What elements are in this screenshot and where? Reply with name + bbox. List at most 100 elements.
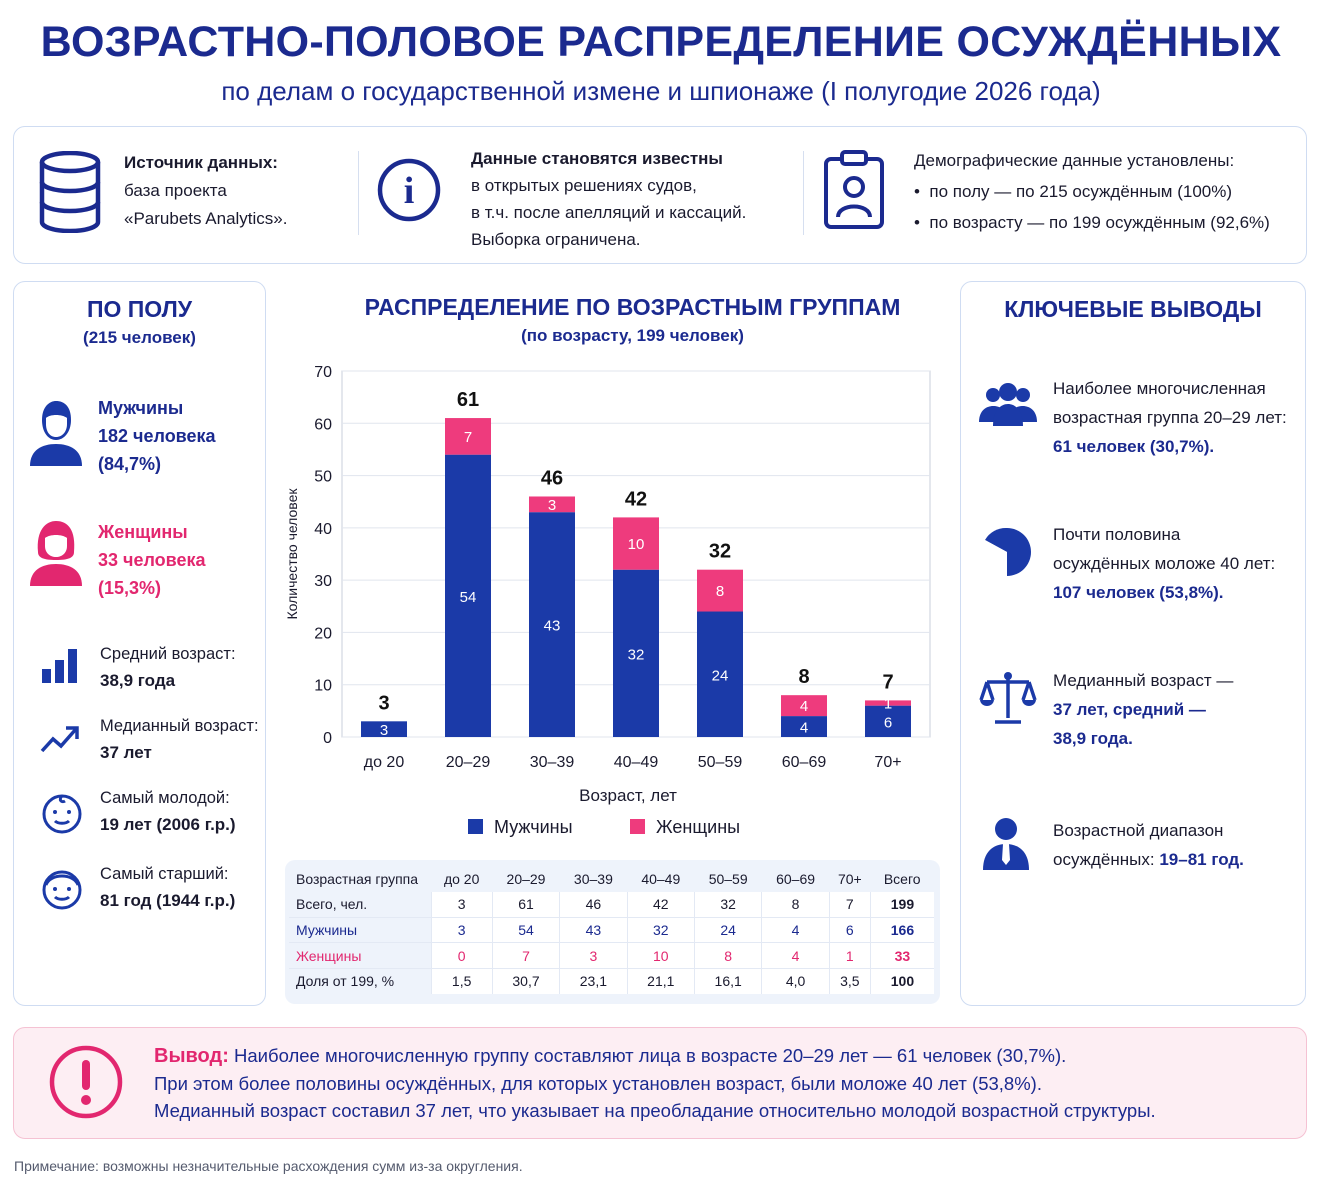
- data-table-wrap: Возрастная группа до 20 20–29 30–39 40–49 50–…: [285, 860, 940, 1004]
- bar-men: [445, 454, 491, 737]
- info-panel: Источник данных: база проекта «Parubets …: [13, 126, 1307, 264]
- female-avatar-icon: [30, 521, 82, 586]
- median-age-label: Медианный возраст:: [100, 717, 259, 735]
- table-cell: 61: [491, 891, 560, 918]
- men-label: Мужчины: [98, 398, 184, 418]
- bar-women: [529, 496, 575, 513]
- bar-men-label: 3: [380, 722, 388, 739]
- conclusion-box: Вывод: Наиболее многочисленную группу со…: [13, 1027, 1307, 1139]
- key-findings-title: КЛЮЧЕВЫЕ ВЫВОДЫ: [1004, 296, 1262, 322]
- table-cell: 199: [869, 891, 934, 918]
- bar-total-label: 7: [882, 671, 893, 693]
- median-age-value: 37 лет: [100, 743, 152, 762]
- svg-text:i: i: [404, 170, 415, 212]
- y-axis-label: Количество человек: [284, 488, 300, 620]
- bar-total-label: 32: [709, 541, 731, 563]
- table-cell: 8: [761, 891, 830, 918]
- bar-women-label: 3: [548, 497, 556, 514]
- oldest-value: 81 год (1944 г.р.): [100, 891, 236, 910]
- bar-men-label: 54: [460, 589, 477, 606]
- y-tick-label: 10: [314, 678, 332, 695]
- legend-label-women: Женщины: [656, 817, 740, 837]
- x-tick-label: 50–59: [698, 754, 743, 771]
- table-cell: 7: [491, 942, 560, 969]
- sex-panel: ПО ПОЛУ (215 человек) Мужчины 182 челове…: [13, 281, 266, 1006]
- finding-4-line-1: Возрастной диапазон: [1053, 821, 1224, 840]
- source-line-2: «Parubets Analytics».: [124, 209, 288, 228]
- table-cell: 1: [828, 942, 871, 969]
- bar-men: [781, 716, 827, 737]
- key-findings-panel: КЛЮЧЕВЫЕ ВЫВОДЫ Наиболее многочисленная …: [960, 281, 1306, 1006]
- bar-men-label: 24: [712, 667, 729, 684]
- bar-total-label: 42: [625, 488, 647, 510]
- men-count: 182 человека: [98, 426, 216, 446]
- group-people-icon: [979, 383, 1037, 426]
- table-cell: 4: [761, 917, 830, 944]
- avg-age-value: 38,9 года: [100, 671, 176, 690]
- finding-1-line-2: возрастная группа 20–29 лет:: [1053, 408, 1287, 427]
- table-cell: 4: [761, 942, 830, 969]
- table-cell: 30–39: [573, 870, 613, 887]
- table-cell: 40–49: [641, 870, 681, 887]
- table-cell: 8: [693, 942, 762, 969]
- bar-men: [529, 512, 575, 737]
- table-cell: 20–29: [506, 870, 546, 887]
- finding-3-highlight-2: 38,9 года.: [1053, 729, 1133, 748]
- info-icon: i: [377, 158, 441, 222]
- table-cell: 100: [869, 968, 934, 994]
- page-title: ВОЗРАСТНО-ПОЛОВОЕ РАСПРЕДЕЛЕНИЕ ОСУЖДЁНН…: [40, 18, 1282, 66]
- divider: [803, 151, 804, 235]
- known-line-2: в т.ч. после апелляций и кассаций.: [471, 203, 747, 222]
- demo-bullet-2: • по возрасту — по 199 осуждённым (92,6%…: [914, 213, 1270, 232]
- bar-women: [781, 695, 827, 717]
- bar-men: [865, 705, 911, 737]
- trend-up-icon: [40, 726, 79, 753]
- table-row: Доля от 199, % 1,5 30,7 23,1 21,1 16,1 4,0 3,5 1…: [289, 968, 934, 994]
- x-axis-label: Возраст, лет: [579, 786, 677, 805]
- avg-age-label: Средний возраст:: [100, 645, 236, 663]
- table-cell: 23,1: [559, 968, 628, 994]
- person-tie-icon: [983, 818, 1029, 870]
- table-cell: 16,1: [693, 968, 762, 994]
- women-label: Женщины: [98, 522, 188, 542]
- x-tick-label: 60–69: [782, 754, 827, 771]
- source-title: Источник данных:: [124, 153, 278, 172]
- table-cell: 33: [869, 942, 934, 969]
- bar-women-label: 8: [716, 583, 724, 600]
- table-cell: 4,0: [761, 968, 830, 994]
- baby-face-icon: [42, 794, 82, 834]
- demo-bullet-1: • по полу — по 215 осуждённым (100%): [914, 182, 1233, 201]
- table-cell: 30,7: [491, 968, 560, 994]
- bar-women-label: 4: [800, 698, 808, 715]
- bar-women-label: 10: [628, 536, 645, 553]
- scales-icon: [979, 672, 1037, 724]
- table-cell: 42: [626, 891, 695, 918]
- women-count: 33 человека: [98, 550, 206, 570]
- table-cell: Всего: [883, 870, 921, 887]
- half-pie-icon: [982, 527, 1031, 576]
- bar-men-label: 43: [544, 618, 561, 635]
- table-cell: 43: [559, 917, 628, 944]
- legend-swatch-women: [630, 819, 645, 834]
- bar-men-label: 4: [800, 720, 808, 737]
- women-percent: (15,3%): [98, 578, 162, 598]
- men-percent: (84,7%): [98, 454, 162, 474]
- y-tick-label: 70: [314, 364, 332, 381]
- bar-women: [613, 517, 659, 570]
- table-cell: 3,5: [828, 968, 871, 994]
- x-tick-label: 20–29: [446, 754, 491, 771]
- male-avatar-icon: [30, 401, 82, 466]
- table-row-label: Возрастная группа: [296, 870, 419, 887]
- clipboard-person-icon: [824, 150, 884, 229]
- bar-men-label: 32: [628, 646, 645, 663]
- table-cell: 7: [828, 891, 871, 918]
- elder-face-icon: [42, 870, 82, 910]
- footnote: Примечание: возможны незначительные расх…: [14, 1158, 523, 1174]
- table-cell: 54: [491, 917, 560, 944]
- known-line-3: Выборка ограничена.: [471, 230, 641, 249]
- table-cell: 46: [559, 891, 628, 918]
- finding-2-highlight: 107 человек (53,8%).: [1053, 583, 1224, 602]
- y-tick-label: 50: [314, 469, 332, 486]
- demo-title: Демографические данные установлены:: [914, 151, 1235, 170]
- y-tick-label: 0: [323, 730, 332, 747]
